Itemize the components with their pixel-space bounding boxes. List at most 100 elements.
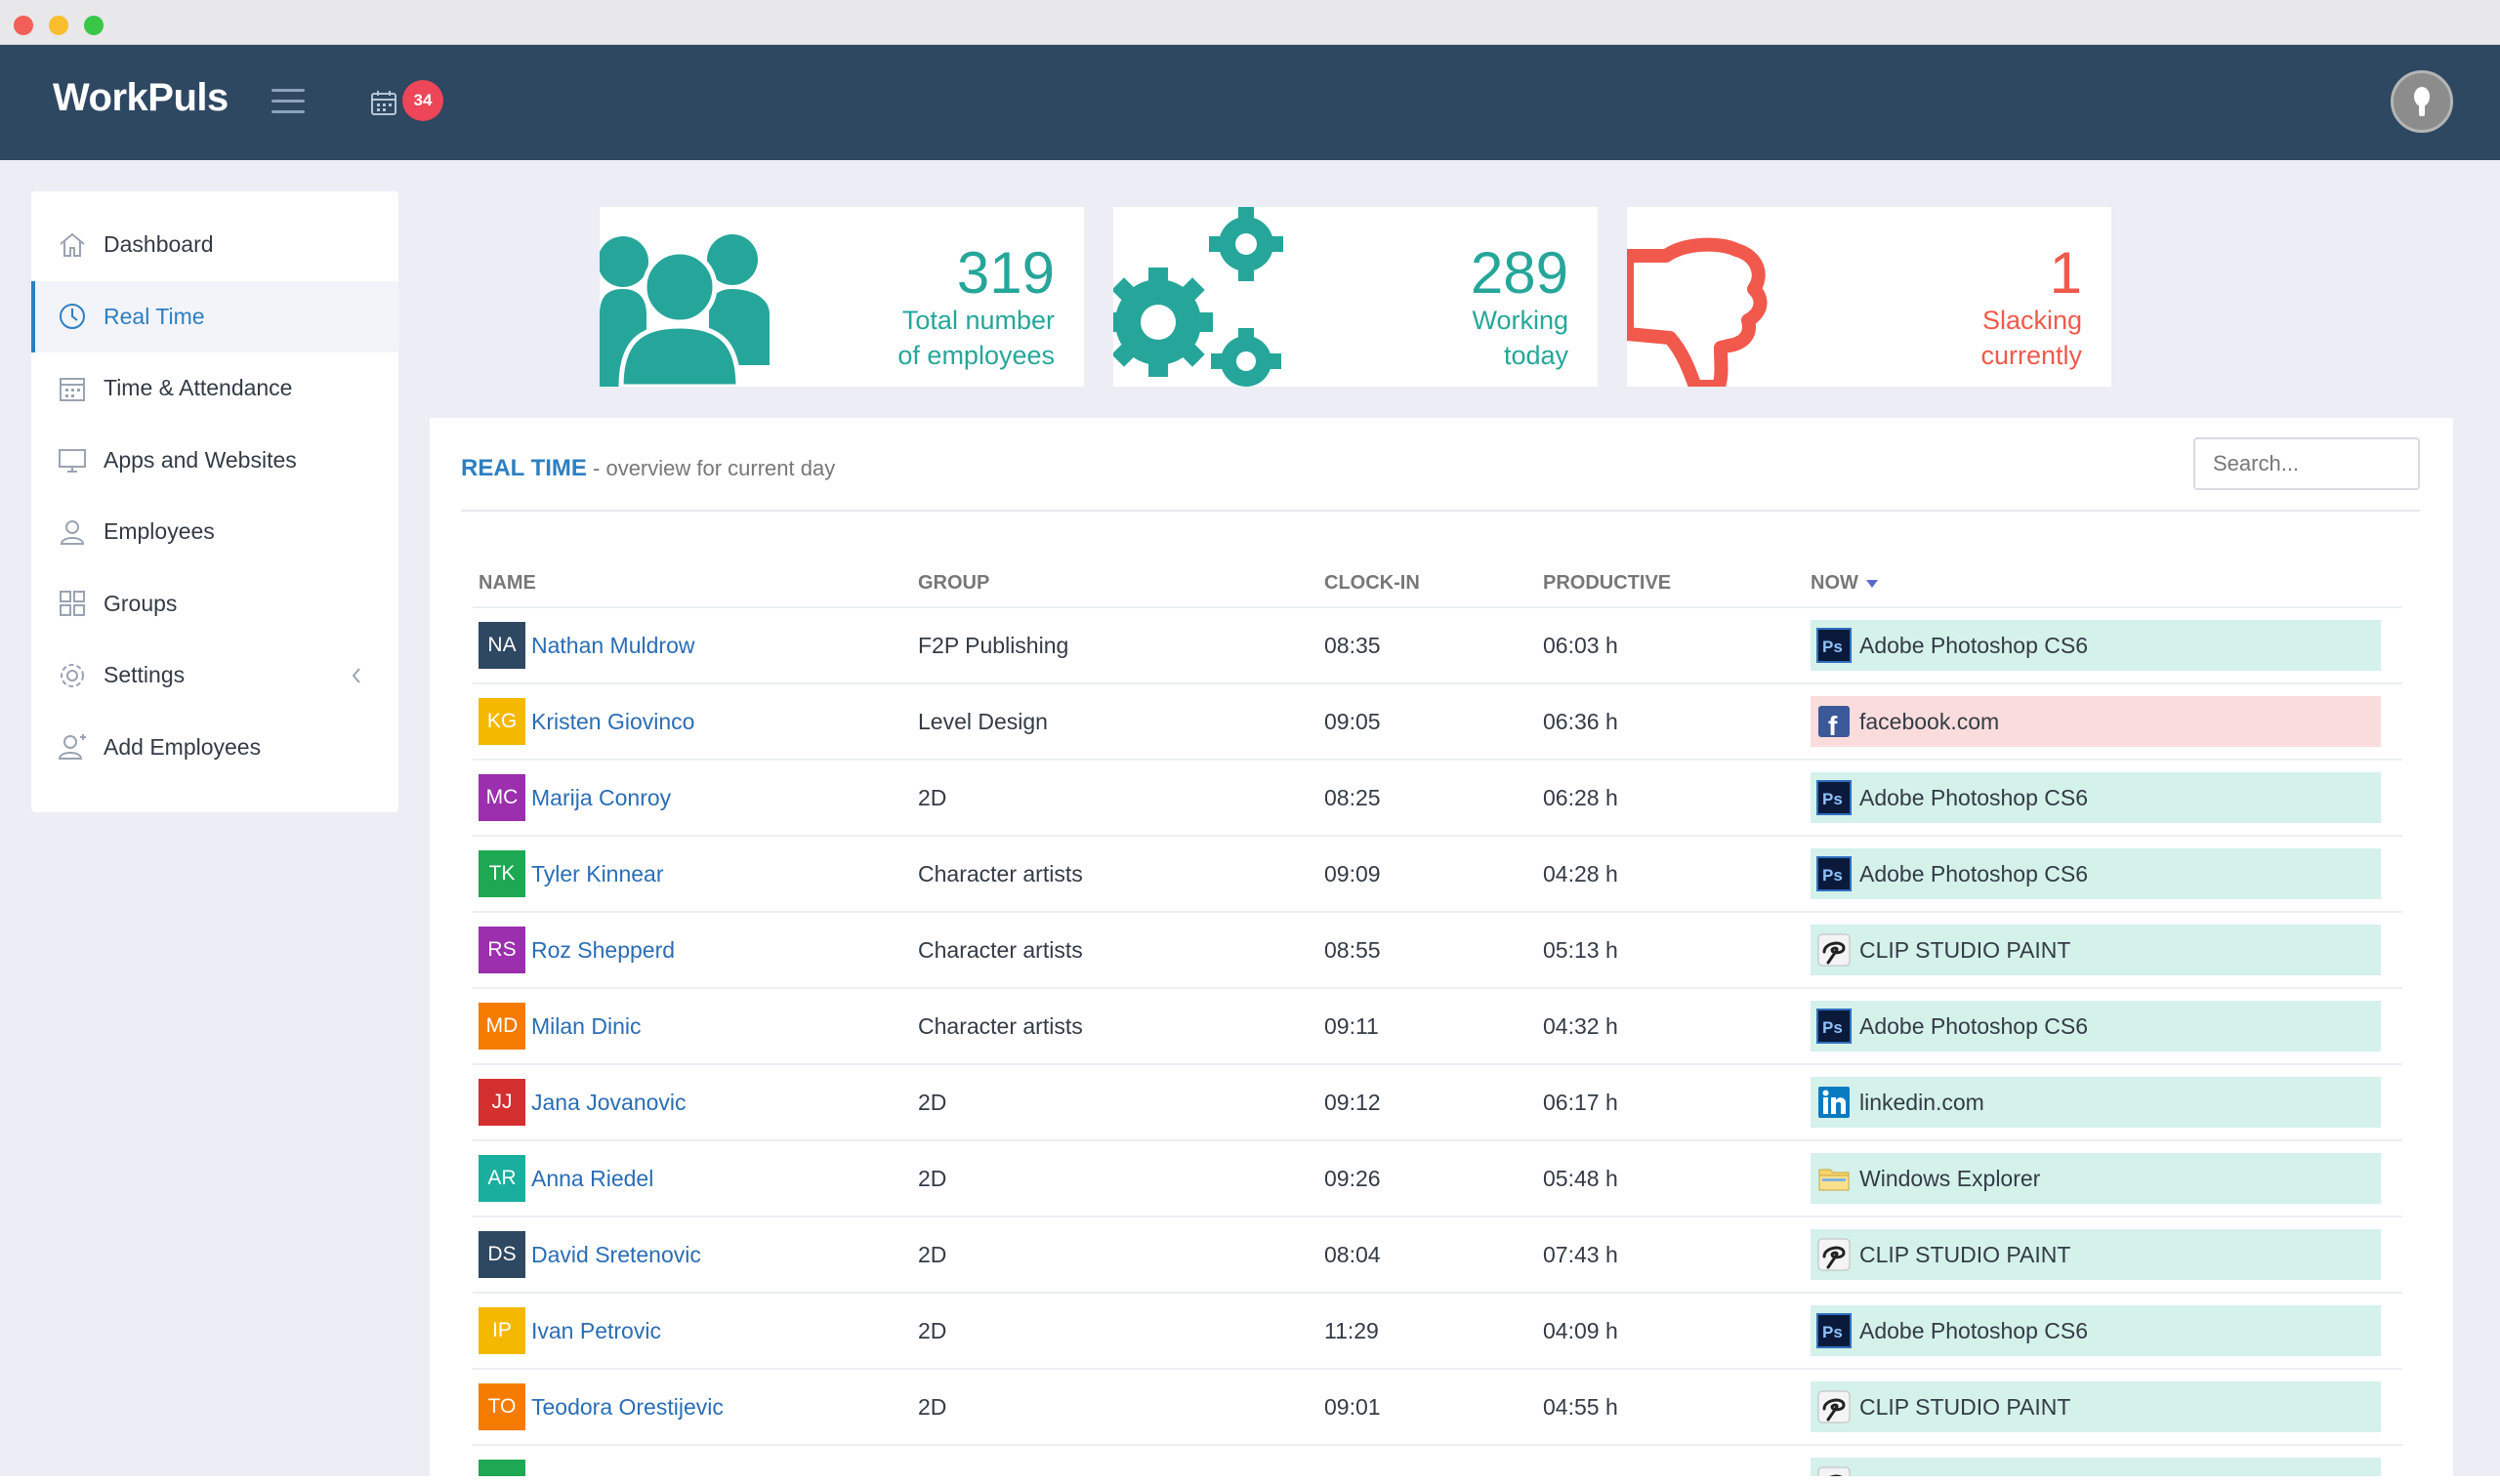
stat-total-value: 319: [956, 240, 1055, 306]
photoshop-icon: Ps: [1816, 856, 1852, 891]
current-activity[interactable]: f facebook.com: [1811, 696, 2381, 747]
table-row[interactable]: MD Milan Dinic Character artists 09:11 04:32…: [473, 988, 2402, 1065]
top-navbar: WorkPuls 34: [0, 45, 2500, 160]
table-row[interactable]: JJ Jana Jovanovic 2D 09:12 06:17 h linkedin.c…: [473, 1064, 2402, 1141]
current-activity[interactable]: CLIP STUDIO PAINT: [1811, 1229, 2381, 1280]
avatar: NA: [479, 622, 525, 669]
brand-logo[interactable]: WorkPuls: [53, 76, 229, 119]
header-now[interactable]: NOW: [1805, 560, 2402, 608]
sidebar-item-dashboard[interactable]: Dashboard: [31, 209, 398, 281]
user-silhouette-icon: [2414, 87, 2430, 116]
search-input[interactable]: [2193, 437, 2420, 490]
employee-name-link[interactable]: Milan Dinic: [531, 1012, 642, 1039]
current-activity[interactable]: Ps Adobe Photoshop CS6: [1811, 848, 2381, 899]
current-activity-label: Adobe Photoshop CS6: [1859, 1012, 2089, 1039]
clock-in-cell: 09:11: [1318, 988, 1537, 1065]
close-window-button[interactable]: [14, 16, 33, 35]
notification-badge[interactable]: 34: [402, 80, 443, 121]
productive-cell: 07:43 h: [1537, 1216, 1805, 1294]
employee-name-link[interactable]: Teodora Orestijevic: [531, 1393, 724, 1420]
sidebar-item-real-time[interactable]: Real Time: [31, 280, 398, 352]
sidebar-item-settings[interactable]: Settings: [31, 639, 398, 712]
window-bottom-edge: [0, 1476, 2500, 1484]
photoshop-icon: Ps: [1816, 628, 1852, 663]
current-activity[interactable]: Windows Explorer: [1811, 1153, 2381, 1204]
sidebar-item-add-employees[interactable]: Add Employees: [31, 712, 398, 784]
current-activity[interactable]: linkedin.com: [1811, 1077, 2381, 1128]
productive-cell: 06:03 h: [1537, 607, 1805, 684]
employee-name-link[interactable]: Roz Shepperd: [531, 936, 676, 963]
group-cell: 2D: [912, 1293, 1318, 1370]
employee-name-link[interactable]: Marija Conroy: [531, 784, 672, 810]
avatar: JJ: [479, 1079, 525, 1126]
svg-text:f: f: [1828, 711, 1838, 739]
chevron-left-icon[interactable]: [350, 666, 363, 685]
table-row[interactable]: MC Marija Conroy 2D 08:25 06:28 h Ps Adobe Pho…: [473, 760, 2402, 837]
header-name[interactable]: NAME: [473, 560, 912, 608]
clock-in-cell: 09:01: [1318, 1369, 1537, 1446]
header-clock-in[interactable]: CLOCK-IN: [1318, 560, 1537, 608]
employee-name-link[interactable]: Jana Jovanovic: [531, 1089, 687, 1115]
gears-icon: [1113, 207, 1283, 387]
minimize-window-button[interactable]: [49, 16, 68, 35]
table-row[interactable]: RS Roz Shepperd Character artists 08:55 05:1…: [473, 912, 2402, 989]
gear-icon: [61, 663, 84, 687]
panel-title-main: REAL TIME: [461, 455, 587, 481]
productive-cell: 04:32 h: [1537, 988, 1805, 1065]
sidebar-item-apps-websites[interactable]: Apps and Websites: [31, 425, 398, 497]
table-row[interactable]: KG Kristen Giovinco Level Design 09:05 06:36…: [473, 683, 2402, 761]
productive-cell: [1537, 1445, 1805, 1482]
stat-card-slacking: 1 Slacking currently: [1627, 207, 2111, 387]
productive-cell: 04:55 h: [1537, 1369, 1805, 1446]
calendar-button[interactable]: [369, 88, 398, 117]
group-cell: Character artists: [912, 988, 1318, 1065]
sidebar-item-time-attendance[interactable]: Time & Attendance: [31, 352, 398, 425]
stat-slacking-label: Slacking currently: [1980, 306, 2082, 370]
clock-in-cell: 11:29: [1318, 1293, 1537, 1370]
sidebar-item-employees[interactable]: Employees: [31, 496, 398, 568]
current-activity[interactable]: Ps Adobe Photoshop CS6: [1811, 1305, 2381, 1356]
avatar: TO: [479, 1383, 525, 1430]
sidebar-item-label: Settings: [104, 662, 186, 688]
page-title: REAL TIME - overview for current day: [461, 455, 835, 482]
avatar: TK: [479, 850, 525, 897]
avatar[interactable]: [2391, 70, 2453, 133]
current-activity[interactable]: Ps Adobe Photoshop CS6: [1811, 772, 2381, 823]
employee-name-link[interactable]: Anna Riedel: [531, 1165, 654, 1191]
current-activity[interactable]: Ps Adobe Photoshop CS6: [1811, 620, 2381, 671]
employee-table: NAME GROUP CLOCK-IN PRODUCTIVE NOW NA Nat…: [473, 560, 2402, 1482]
clock-in-cell: 09:26: [1318, 1140, 1537, 1217]
current-activity[interactable]: Ps Adobe Photoshop CS6: [1811, 1001, 2381, 1051]
current-activity[interactable]: CLIP STUDIO PAINT: [1811, 1381, 2381, 1432]
table-header-row: NAME GROUP CLOCK-IN PRODUCTIVE NOW: [473, 560, 2402, 608]
table-row[interactable]: DS David Sretenovic 2D 08:04 07:43 h CLIP STU…: [473, 1216, 2402, 1294]
productive-cell: 05:48 h: [1537, 1140, 1805, 1217]
current-activity-label: CLIP STUDIO PAINT: [1859, 1393, 2071, 1420]
table-row[interactable]: AR Anna Riedel 2D 09:26 05:48 h Windows Explo…: [473, 1140, 2402, 1217]
employee-name-link[interactable]: Kristen Giovinco: [531, 708, 695, 734]
maximize-window-button[interactable]: [84, 16, 104, 35]
sidebar-item-label: Apps and Websites: [104, 446, 297, 473]
clock-icon: [60, 304, 85, 330]
employee-name-link[interactable]: David Sretenovic: [531, 1241, 701, 1267]
table-row[interactable]: TO Teodora Orestijevic 2D 09:01 04:55 h CLIP …: [473, 1369, 2402, 1446]
group-cell: 2D: [912, 1140, 1318, 1217]
header-productive[interactable]: PRODUCTIVE: [1537, 560, 1805, 608]
employee-name-link[interactable]: Nathan Muldrow: [531, 632, 695, 658]
employee-name-link[interactable]: Ivan Petrovic: [531, 1317, 661, 1343]
menu-toggle-button[interactable]: [271, 89, 305, 114]
clock-in-cell: 08:35: [1318, 607, 1537, 684]
divider: [461, 510, 2420, 512]
group-cell: F2P Publishing: [912, 607, 1318, 684]
productive-cell: 06:36 h: [1537, 683, 1805, 761]
table-row[interactable]: IP Ivan Petrovic 2D 11:29 04:09 h Ps Adobe Pho…: [473, 1293, 2402, 1370]
table-row[interactable]: NA Nathan Muldrow F2P Publishing 08:35 06:03…: [473, 607, 2402, 684]
group-cell: 2D: [912, 760, 1318, 837]
sidebar-item-groups[interactable]: Groups: [31, 568, 398, 640]
table-row[interactable]: TK Tyler Kinnear Character artists 09:09 04:…: [473, 836, 2402, 913]
employee-name-link[interactable]: Tyler Kinnear: [531, 860, 664, 886]
sidebar-item-label: Dashboard: [104, 231, 214, 258]
sidebar-item-label: Employees: [104, 518, 215, 545]
header-group[interactable]: GROUP: [912, 560, 1318, 608]
current-activity[interactable]: CLIP STUDIO PAINT: [1811, 925, 2381, 975]
